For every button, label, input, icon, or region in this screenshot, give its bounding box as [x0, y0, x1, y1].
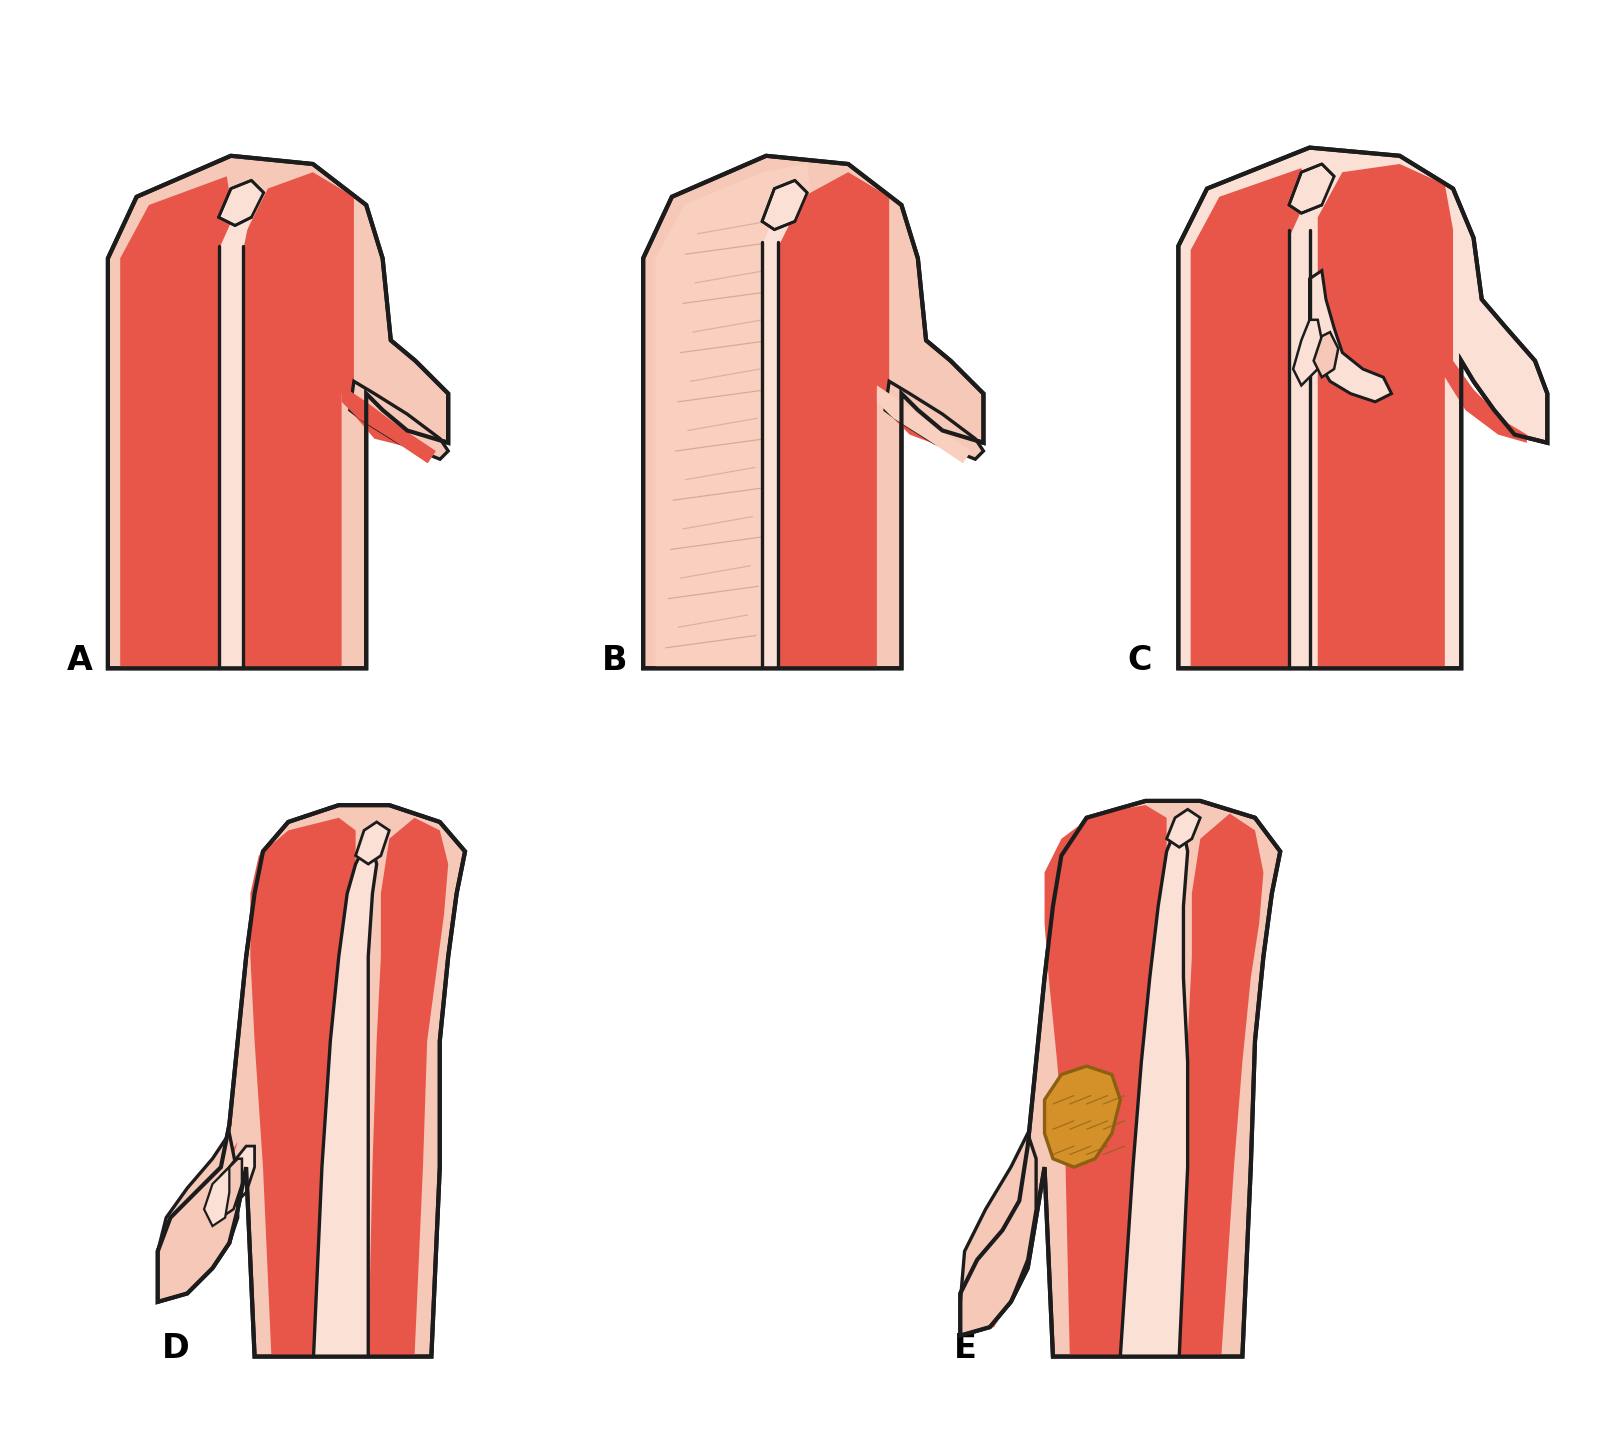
Polygon shape [243, 172, 407, 669]
Polygon shape [1178, 148, 1547, 669]
Polygon shape [965, 1142, 1036, 1336]
Polygon shape [1191, 168, 1309, 669]
Text: B: B [602, 644, 628, 677]
Text: E: E [954, 1332, 976, 1365]
Polygon shape [250, 818, 355, 1356]
Polygon shape [219, 181, 264, 225]
Polygon shape [644, 156, 983, 669]
Polygon shape [204, 1167, 229, 1225]
Polygon shape [1289, 181, 1325, 669]
Polygon shape [221, 1147, 255, 1210]
Polygon shape [1309, 271, 1392, 402]
Polygon shape [157, 805, 466, 1356]
Text: C: C [1127, 644, 1152, 677]
Polygon shape [165, 1142, 238, 1293]
Text: A: A [67, 644, 92, 677]
Polygon shape [886, 382, 983, 459]
Polygon shape [157, 1134, 238, 1302]
Polygon shape [368, 818, 448, 1356]
Polygon shape [313, 847, 376, 1356]
Polygon shape [350, 382, 448, 459]
Polygon shape [1317, 164, 1526, 669]
Polygon shape [1289, 164, 1335, 214]
Text: D: D [162, 1332, 190, 1365]
Polygon shape [109, 156, 448, 669]
Polygon shape [878, 386, 972, 464]
Polygon shape [779, 172, 942, 669]
Polygon shape [762, 188, 800, 669]
Polygon shape [1045, 805, 1166, 1356]
Polygon shape [1293, 320, 1322, 386]
Polygon shape [120, 177, 235, 669]
Polygon shape [1045, 1066, 1121, 1167]
Polygon shape [342, 386, 436, 464]
Polygon shape [1166, 809, 1200, 847]
Polygon shape [762, 181, 808, 230]
Polygon shape [655, 164, 811, 669]
Polygon shape [1179, 814, 1264, 1356]
Polygon shape [212, 1158, 242, 1218]
Polygon shape [1314, 331, 1338, 377]
Polygon shape [960, 1134, 1036, 1336]
Polygon shape [219, 197, 256, 669]
Polygon shape [960, 801, 1280, 1356]
Polygon shape [355, 822, 389, 864]
Polygon shape [1121, 831, 1187, 1356]
